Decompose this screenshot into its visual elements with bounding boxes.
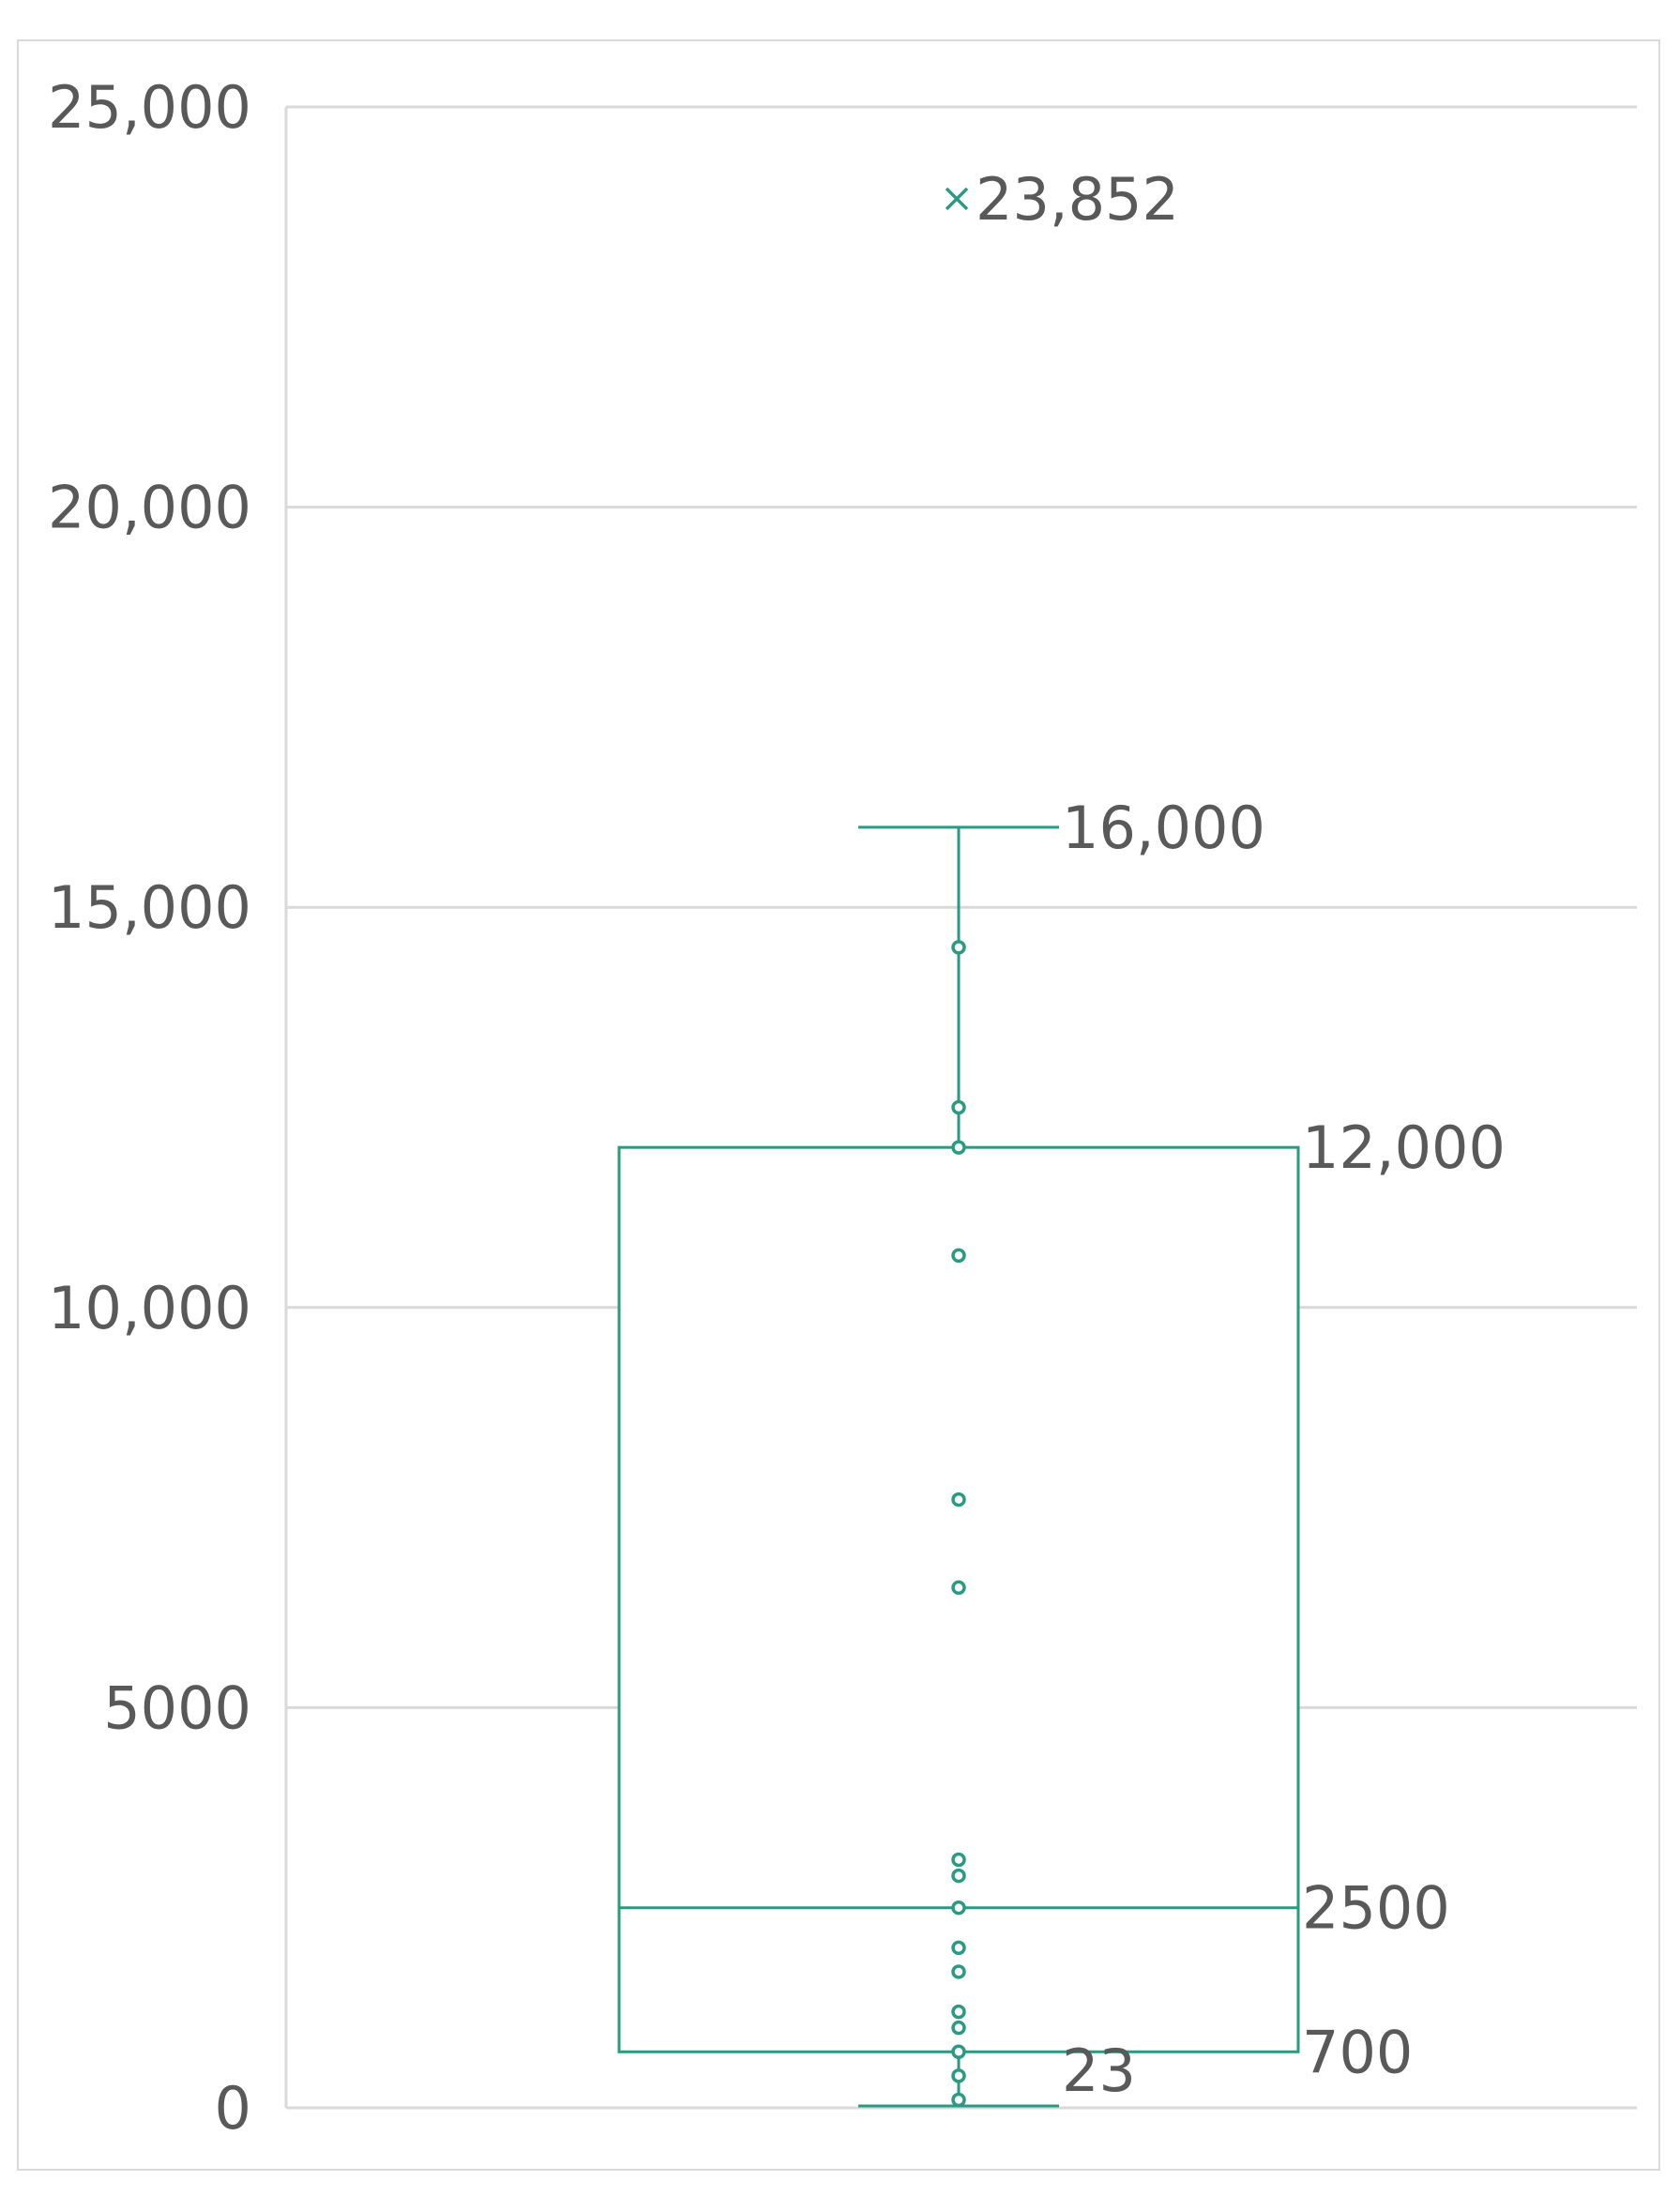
y-tick-label: 10,000 [48, 1274, 251, 1342]
y-tick-label: 25,000 [48, 73, 251, 142]
data-point [951, 1964, 966, 1979]
median-label: 2500 [1302, 1874, 1450, 1943]
q3-label: 12,000 [1302, 1113, 1506, 1182]
data-point [951, 2068, 966, 2083]
data-point [951, 2020, 966, 2036]
data-point [951, 1492, 966, 1507]
data-point [951, 1248, 966, 1264]
y-tick-label: 15,000 [48, 873, 251, 942]
max-label: 16,000 [1062, 794, 1265, 862]
data-point [951, 940, 966, 955]
data-point [951, 1580, 966, 1596]
data-point [951, 2092, 966, 2108]
y-tick-label: 5000 [103, 1674, 251, 1742]
min-label: 23 [1062, 2037, 1136, 2105]
data-point [951, 2004, 966, 2020]
y-tick-label: 20,000 [48, 474, 251, 542]
mean-marker [945, 187, 969, 211]
data-point [951, 1940, 966, 1956]
data-point [951, 1900, 966, 1916]
q1-label: 700 [1302, 2018, 1413, 2086]
data-point [951, 1868, 966, 1884]
box-iqr [617, 1145, 1300, 2053]
data-point [951, 1852, 966, 1868]
mean-label: 23,852 [976, 165, 1179, 234]
data-point [951, 2044, 966, 2060]
data-point [951, 1140, 966, 1155]
data-point [951, 1099, 966, 1115]
y-tick-label: 0 [215, 2074, 251, 2143]
